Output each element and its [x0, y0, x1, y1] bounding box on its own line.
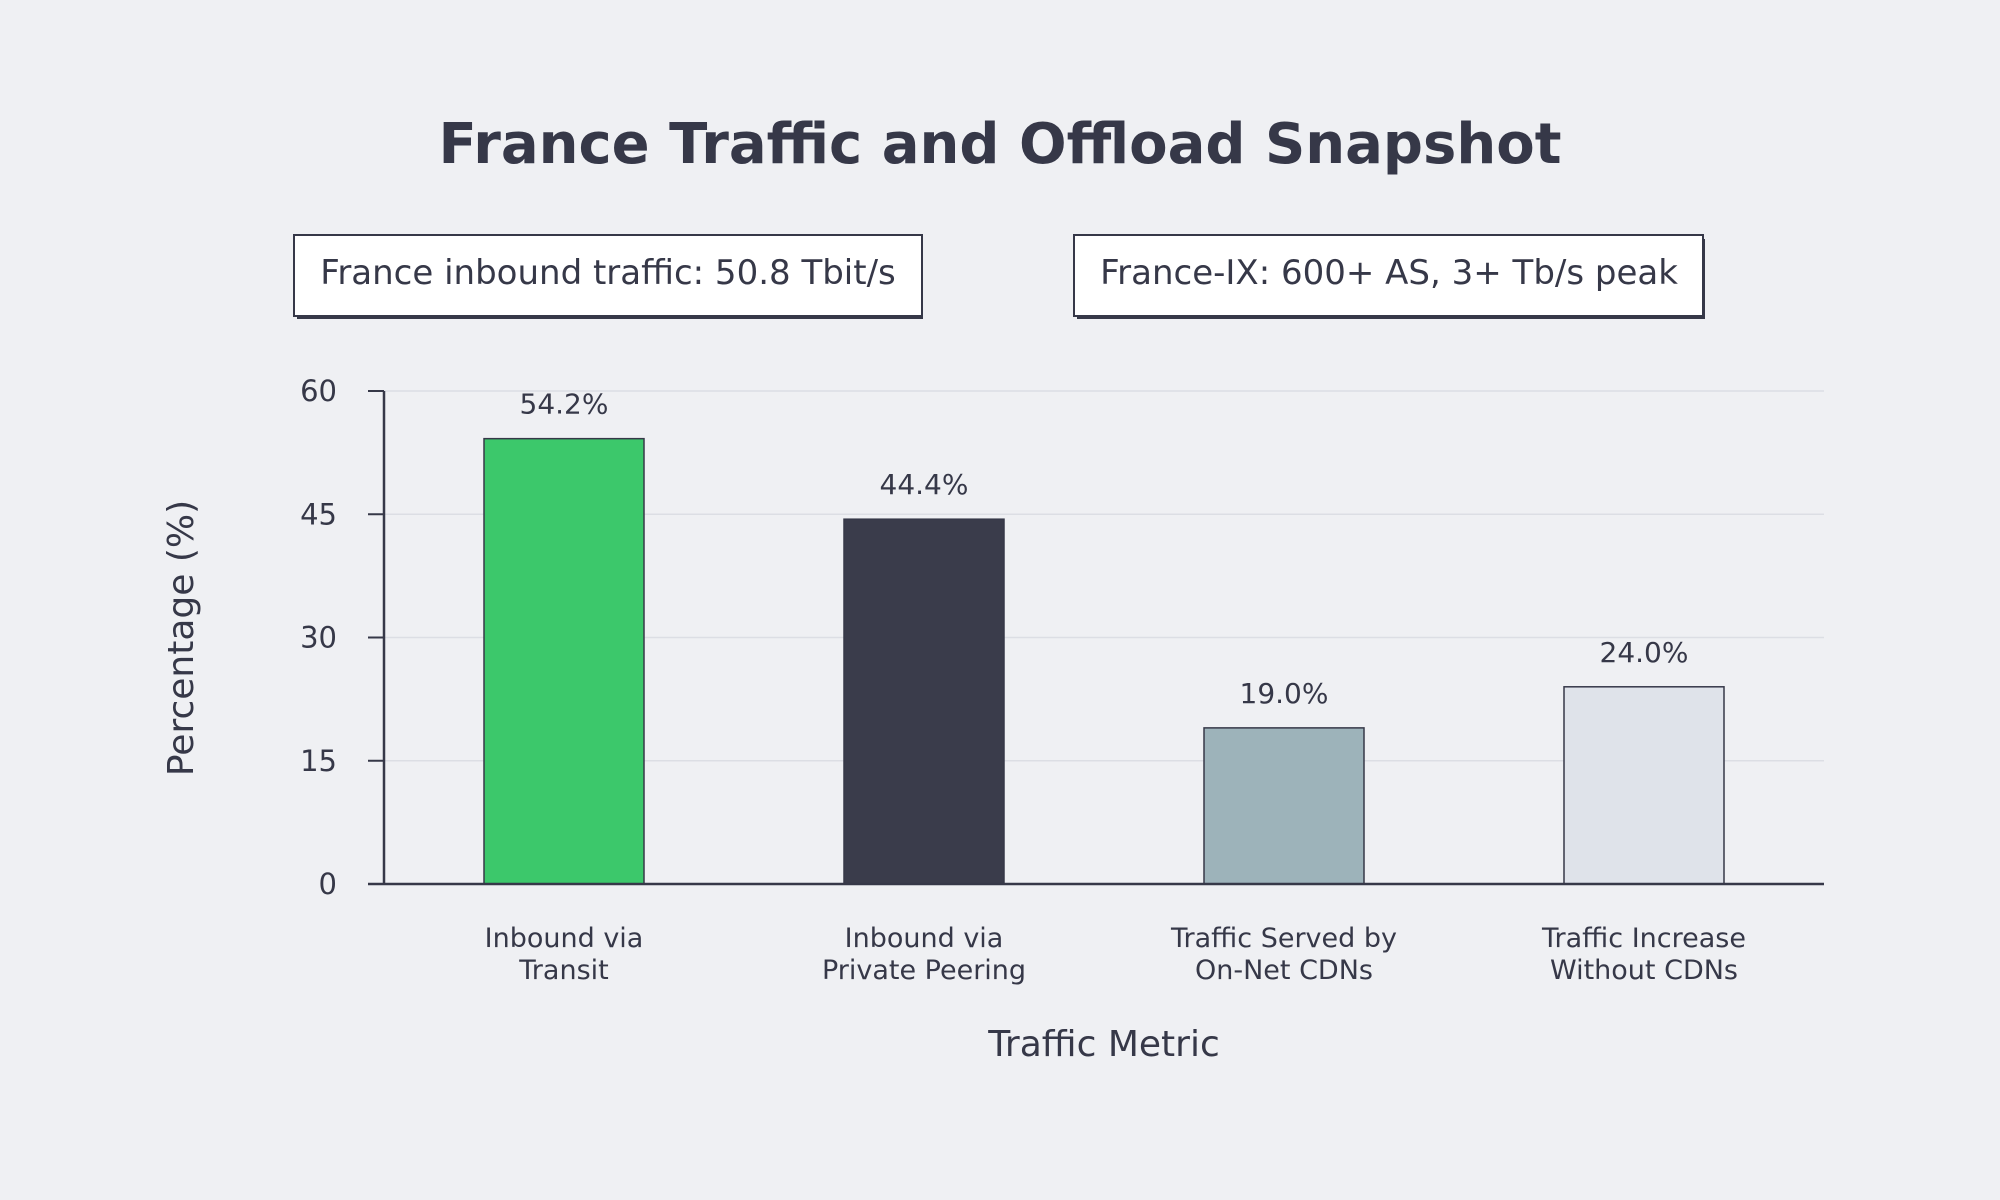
annotation-box-france-ix: France-IX: 600+ AS, 3+ Tb/s peak: [1073, 234, 1705, 319]
y-axis-title: Percentage (%): [161, 500, 202, 776]
y-tick-label: 0: [319, 867, 337, 901]
x-tick-label: Traffic Increase: [1541, 923, 1746, 954]
data-label: 44.4%: [880, 468, 969, 501]
bar: [483, 437, 645, 885]
y-tick-label: 15: [300, 744, 337, 778]
data-label: 54.2%: [520, 388, 609, 421]
data-label: 24.0%: [1600, 636, 1689, 669]
bar: [1203, 727, 1365, 885]
annotation-inbound-traffic: France inbound traffic: 50.8 Tbit/s: [320, 253, 896, 293]
annotation-box-frame: [293, 234, 923, 317]
x-tick-label: Transit: [518, 955, 608, 986]
x-tick-label: Traffic Served by: [1170, 923, 1397, 954]
x-tick-label: Inbound via: [845, 923, 1004, 954]
x-tick-label: Without CDNs: [1550, 955, 1738, 986]
x-axis-title: Traffic Metric: [987, 1024, 1220, 1065]
annotation-france-ix: France-IX: 600+ AS, 3+ Tb/s peak: [1100, 253, 1678, 293]
annotation-box-inbound-traffic: France inbound traffic: 50.8 Tbit/s: [293, 234, 923, 319]
y-tick-label: 60: [300, 374, 337, 408]
x-tick-label: On-Net CDNs: [1195, 955, 1373, 986]
annotation-box-frame: [1073, 234, 1704, 317]
y-tick-label: 30: [300, 621, 337, 655]
x-tick-label: Private Peering: [822, 955, 1026, 986]
y-tick-label: 45: [300, 497, 337, 531]
bar: [843, 518, 1005, 885]
x-tick-label: Inbound via: [485, 923, 644, 954]
chart-title: France Traffic and Offload Snapshot: [439, 112, 1562, 177]
data-label: 19.0%: [1240, 677, 1329, 710]
bar: [1563, 686, 1725, 885]
